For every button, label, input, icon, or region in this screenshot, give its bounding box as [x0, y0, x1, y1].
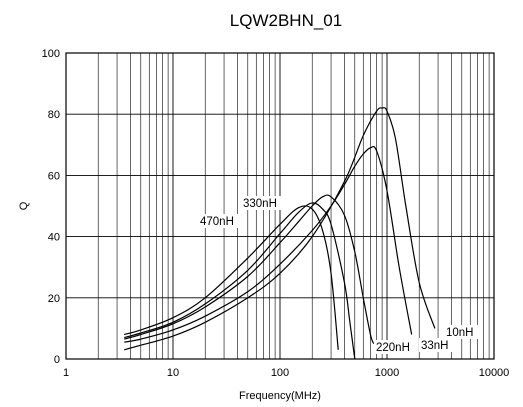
series-line-220nH [124, 194, 375, 344]
y-tick-label: 100 [42, 48, 60, 60]
x-tick-label: 10 [167, 367, 179, 379]
x-tick-label: 100 [271, 367, 289, 379]
y-tick-label: 40 [48, 232, 60, 244]
x-tick-labels: 1 10 100 1000 10000 [63, 367, 509, 379]
x-tick-label: 1000 [375, 367, 399, 379]
label-box-220nH [374, 340, 416, 354]
label-box-10nH [444, 325, 481, 339]
label-box-330nH [241, 196, 283, 210]
series-line-470nH [124, 205, 339, 350]
chart-title: LQW2BHN_01 [230, 11, 342, 30]
series-line-33nH [124, 145, 413, 343]
label-330nH: 330nH [243, 198, 277, 210]
x-axis-label: Frequency(MHz) [239, 390, 321, 402]
x-tick-label: 10000 [479, 367, 510, 379]
label-10nH: 10nH [446, 327, 474, 339]
label-box-470nH [198, 214, 240, 228]
curve-labels: 470nH 330nH 220nH 33nH 10nH [198, 196, 481, 354]
y-tick-label: 0 [54, 354, 60, 366]
series-line-330nH [124, 202, 356, 360]
series-group [124, 107, 436, 360]
series-line-10nH [124, 107, 436, 351]
label-33nH: 33nH [421, 340, 449, 352]
x-tick-label: 1 [63, 367, 69, 379]
y-tick-label: 60 [48, 170, 60, 182]
label-470nH: 470nH [200, 216, 234, 228]
y-tick-labels: 0 20 40 60 80 100 [42, 48, 60, 366]
minor-gridlines [97, 53, 490, 359]
y-tick-label: 20 [48, 293, 60, 305]
label-220nH: 220nH [376, 342, 410, 354]
label-box-33nH [419, 338, 455, 352]
y-axis-label: Q [18, 201, 30, 210]
plot-frame [65, 52, 495, 360]
y-tick-label: 80 [48, 109, 60, 121]
